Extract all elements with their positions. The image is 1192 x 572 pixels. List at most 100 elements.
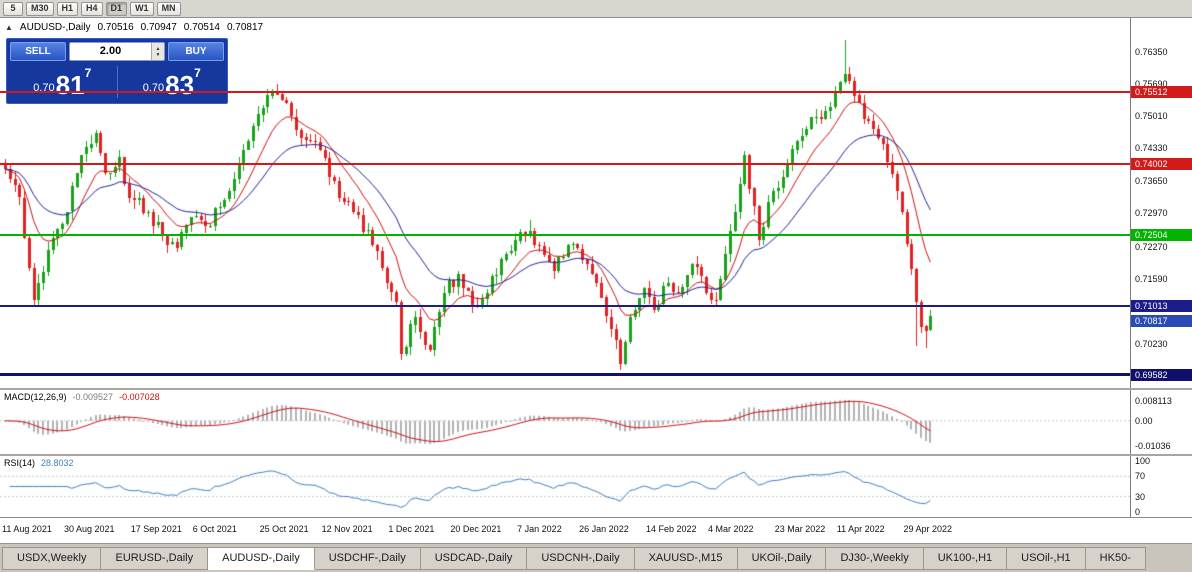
macd-axis-tick: -0.01036 bbox=[1135, 441, 1171, 452]
sell-price-big: 81 bbox=[55, 70, 85, 100]
macd-signal-value: -0.007028 bbox=[119, 392, 160, 402]
chart-tab-usdx-weekly[interactable]: USDX,Weekly bbox=[2, 547, 102, 570]
chart-tab-dj30-weekly[interactable]: DJ30-,Weekly bbox=[826, 547, 924, 570]
sell-price-display[interactable]: 0.70 81 7 bbox=[10, 64, 115, 100]
macd-panel: MACD(12,26,9) -0.009527 -0.007028 0.0081… bbox=[0, 388, 1192, 454]
macd-axis[interactable]: 0.008113 0.00 -0.01036 bbox=[1130, 390, 1192, 454]
high-value: 0.70947 bbox=[140, 22, 177, 33]
timeframe-button-d1[interactable]: D1 bbox=[105, 1, 128, 16]
date-axis-label: 6 Oct 2021 bbox=[192, 524, 237, 534]
rsi-title: RSI(14) bbox=[4, 458, 36, 468]
rsi-value: 28.8032 bbox=[41, 458, 74, 468]
price-axis-tick: 0.75690 bbox=[1135, 78, 1168, 89]
volume-stepper[interactable]: 2.00 ▲ ▼ bbox=[69, 42, 165, 61]
date-axis-label: 11 Aug 2021 bbox=[2, 524, 52, 534]
date-axis-label: 12 Nov 2021 bbox=[321, 524, 373, 534]
price-axis-tick: 0.71590 bbox=[1135, 273, 1168, 284]
price-level-badge: 0.72504 bbox=[1131, 229, 1192, 242]
volume-value[interactable]: 2.00 bbox=[99, 45, 122, 57]
price-axis-tick: 0.76350 bbox=[1135, 47, 1168, 58]
price-level-badge: 0.69582 bbox=[1131, 368, 1192, 381]
chart-tab-uk100-h1[interactable]: UK100-,H1 bbox=[923, 547, 1008, 570]
price-axis-tick: 0.72970 bbox=[1135, 208, 1168, 219]
price-axis[interactable]: 0.76350 0.75690 0.75010 0.74330 0.73650 0.729… bbox=[1130, 18, 1192, 388]
low-value: 0.70514 bbox=[183, 22, 220, 33]
timeframe-button-h4[interactable]: H4 bbox=[81, 1, 103, 16]
symbol-label: AUDUSD-,Daily bbox=[19, 22, 91, 33]
timeframe-toolbar: 5 M30 H1 H4 D1 W1 MN bbox=[0, 0, 1192, 18]
sell-button[interactable]: SELL bbox=[10, 42, 66, 61]
date-axis-label: 29 Apr 2022 bbox=[903, 524, 953, 534]
date-axis-label: 7 Jan 2022 bbox=[517, 524, 562, 534]
chart-tab-ukoil-daily[interactable]: UKOil-,Daily bbox=[737, 547, 827, 570]
chart-tab-xauusd-m15[interactable]: XAUUSD-,M15 bbox=[634, 547, 738, 570]
date-axis-label: 11 Apr 2022 bbox=[836, 524, 885, 534]
rsi-axis-tick: 70 bbox=[1135, 471, 1146, 482]
buy-price-pip: 7 bbox=[194, 66, 201, 80]
date-axis-label: 1 Dec 2021 bbox=[388, 524, 435, 534]
timeframe-button-mn[interactable]: MN bbox=[156, 1, 181, 16]
date-axis-label: 30 Aug 2021 bbox=[64, 524, 115, 534]
price-level-badge: 0.75512 bbox=[1131, 86, 1192, 99]
horizontal-level-line[interactable] bbox=[0, 373, 1130, 377]
date-axis-label: 20 Dec 2021 bbox=[450, 524, 502, 534]
rsi-panel: RSI(14) 28.8032 100 70 30 0 bbox=[0, 454, 1192, 517]
chart-ohlc-info: ▲ AUDUSD-,Daily 0.70516 0.70947 0.70514 … bbox=[5, 22, 263, 33]
price-divider bbox=[116, 66, 118, 98]
price-level-badge: 0.70817 bbox=[1131, 314, 1192, 327]
one-click-toggle-icon[interactable]: ▲ bbox=[5, 23, 13, 32]
macd-canvas[interactable] bbox=[0, 390, 1130, 454]
volume-spin-buttons[interactable]: ▲ ▼ bbox=[151, 43, 164, 60]
chart-tab-eurusd-daily[interactable]: EURUSD-,Daily bbox=[101, 547, 209, 570]
macd-label: MACD(12,26,9) -0.009527 -0.007028 bbox=[4, 392, 160, 402]
sell-price-pip: 7 bbox=[84, 66, 92, 80]
date-axis-label: 23 Mar 2022 bbox=[774, 524, 826, 534]
horizontal-level-line[interactable] bbox=[0, 234, 1130, 237]
price-axis-tick: 0.72270 bbox=[1135, 241, 1168, 252]
rsi-canvas[interactable] bbox=[0, 456, 1130, 517]
horizontal-level-line[interactable] bbox=[0, 91, 1130, 94]
chart-tab-usdcnh-daily[interactable]: USDCNH-,Daily bbox=[527, 547, 635, 570]
horizontal-level-line[interactable] bbox=[0, 163, 1130, 166]
macd-axis-tick: 0.008113 bbox=[1135, 395, 1172, 406]
open-value: 0.70516 bbox=[97, 22, 134, 33]
price-chart-panel: ▲ AUDUSD-,Daily 0.70516 0.70947 0.70514 … bbox=[0, 18, 1192, 388]
chart-tab-audusd-daily[interactable]: AUDUSD-,Daily bbox=[208, 547, 315, 570]
close-value: 0.70817 bbox=[226, 22, 264, 33]
rsi-axis[interactable]: 100 70 30 0 bbox=[1130, 456, 1192, 517]
macd-title: MACD(12,26,9) bbox=[4, 392, 67, 402]
timeframe-button-5[interactable]: 5 bbox=[3, 1, 23, 16]
macd-axis-tick: 0.00 bbox=[1135, 415, 1153, 426]
date-axis[interactable]: 11 Aug 2021 30 Aug 2021 17 Sep 2021 6 Oct 2… bbox=[0, 517, 1192, 543]
chart-tab-hk50[interactable]: HK50- bbox=[1085, 547, 1146, 570]
date-axis-label: 17 Sep 2021 bbox=[130, 524, 182, 534]
rsi-axis-tick: 100 bbox=[1135, 456, 1151, 467]
timeframe-button-w1[interactable]: W1 bbox=[130, 1, 154, 16]
rsi-axis-tick: 0 bbox=[1135, 506, 1141, 517]
buy-button[interactable]: BUY bbox=[168, 42, 224, 61]
timeframe-button-h1[interactable]: H1 bbox=[56, 1, 79, 16]
buy-price-prefix: 0.70 bbox=[142, 82, 165, 94]
rsi-axis-tick: 30 bbox=[1135, 491, 1146, 502]
buy-price-display[interactable]: 0.70 83 7 bbox=[120, 64, 225, 100]
volume-down-icon[interactable]: ▼ bbox=[155, 51, 161, 58]
price-level-badge: 0.71013 bbox=[1131, 300, 1192, 313]
date-axis-label: 4 Mar 2022 bbox=[707, 524, 754, 534]
date-axis-label: 25 Oct 2021 bbox=[259, 524, 309, 534]
price-axis-tick: 0.73650 bbox=[1135, 175, 1168, 186]
price-axis-tick: 0.75010 bbox=[1135, 111, 1168, 122]
timeframe-button-m30[interactable]: M30 bbox=[26, 1, 54, 16]
chart-tabs-bar: USDX,Weekly EURUSD-,Daily AUDUSD-,Daily USD… bbox=[0, 543, 1192, 572]
price-axis-tick: 0.74330 bbox=[1135, 143, 1168, 154]
date-axis-label: 14 Feb 2022 bbox=[645, 524, 697, 534]
chart-tab-usdcad-daily[interactable]: USDCAD-,Daily bbox=[420, 547, 528, 570]
one-click-trading-panel: SELL 2.00 ▲ ▼ BUY 0.70 81 7 0.70 83 7 bbox=[6, 38, 228, 104]
buy-price-big: 83 bbox=[165, 70, 195, 100]
chart-tab-usoil-h1[interactable]: USOil-,H1 bbox=[1007, 547, 1086, 570]
volume-up-icon[interactable]: ▲ bbox=[155, 45, 161, 52]
chart-tab-usdchf-daily[interactable]: USDCHF-,Daily bbox=[314, 547, 421, 570]
price-axis-tick: 0.70230 bbox=[1135, 338, 1168, 349]
rsi-label: RSI(14) 28.8032 bbox=[4, 458, 74, 468]
horizontal-level-line[interactable] bbox=[0, 305, 1130, 308]
